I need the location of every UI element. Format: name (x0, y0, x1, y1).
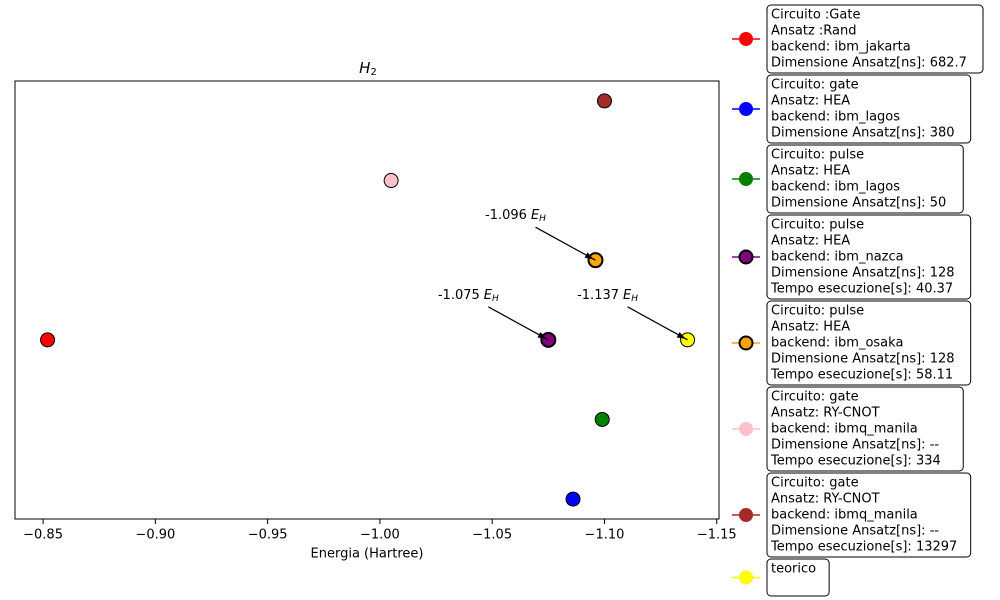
legend-marker (739, 570, 753, 585)
legend-label: backend: ibm_nazca (771, 250, 904, 265)
x-axis-label: Energia (Hartree) (311, 547, 424, 562)
annotation-arrow (627, 306, 688, 341)
title-sub: 2 (370, 67, 376, 78)
annotation: -1.096 EH (485, 208, 546, 224)
annotation-arrow (488, 306, 549, 341)
legend-box (766, 386, 964, 472)
legend-box (766, 558, 830, 597)
legend-label: Ansatz: RY-CNOT (771, 492, 880, 507)
legend-label: Tempo esecuzione[s]: 40.37 (770, 282, 953, 297)
x-tick-label: −1.15 (697, 528, 737, 543)
point (383, 173, 399, 189)
legend-box (766, 300, 972, 386)
plot-frame (14, 80, 720, 520)
legend-label: Dimensione Ansatz[ns]: 380 (771, 126, 955, 141)
legend-label: Dimensione Ansatz[ns]: -- (771, 438, 939, 453)
legend-label: Circuito: gate (771, 476, 859, 491)
legend-label: Tempo esecuzione[s]: 334 (770, 454, 941, 469)
legend-label: Circuito :Gate (771, 8, 860, 23)
legend-label: Ansatz :Rand (771, 24, 857, 39)
annotation-value: -1.137 (577, 287, 619, 302)
annotation-arrowhead (584, 252, 594, 260)
legend-label: Circuito: pulse (771, 218, 864, 233)
x-tick-label: −1.00 (360, 528, 400, 543)
legend-label: Circuito: pulse (771, 304, 864, 319)
legend-box (766, 472, 972, 558)
legend-label: teorico (771, 562, 816, 577)
legend-marker (739, 422, 753, 436)
annotation-unit: E (623, 287, 632, 302)
annotation-arrowhead (676, 332, 686, 339)
annotation-arrow (535, 226, 596, 261)
annotation: -1.137 EH (577, 287, 638, 303)
x-tick-label: −0.95 (248, 528, 288, 543)
point (40, 332, 56, 348)
legend-label: backend: ibmq_manila (771, 508, 918, 523)
legend-label: Ansatz: RY-CNOT (771, 406, 880, 421)
x-tick-label: −1.10 (585, 528, 625, 543)
x-tick-label: −0.85 (23, 528, 63, 543)
legend-label: Circuito: pulse (771, 148, 864, 163)
x-tick-label: −0.90 (135, 528, 175, 543)
legend-box (766, 214, 972, 300)
chart-title: H2 (359, 59, 377, 79)
title-main: H (359, 59, 370, 77)
legend-label: backend: ibm_jakarta (771, 40, 911, 55)
legend-label: Ansatz: HEA (771, 234, 850, 249)
legend-label: Circuito: gate (771, 390, 859, 405)
point (565, 491, 581, 507)
legend-label: Dimensione Ansatz[ns]: 128 (771, 352, 955, 367)
legend-label: backend: ibm_lagos (771, 110, 900, 125)
annotation-unit-sub: H (492, 293, 499, 303)
legend-marker (738, 335, 754, 351)
legend-label: backend: ibm_lagos (771, 180, 900, 195)
legend-marker (739, 172, 753, 186)
legend-label: Tempo esecuzione[s]: 58.11 (770, 368, 953, 383)
legend-marker (739, 102, 753, 116)
point (596, 93, 612, 109)
annotation-arrowhead (537, 332, 547, 339)
point (594, 411, 610, 427)
legend-label: backend: ibmq_manila (771, 422, 918, 437)
annotation-unit: E (531, 208, 540, 223)
annotation-value: -1.075 (438, 287, 480, 302)
legend-box (766, 74, 972, 144)
annotation: -1.075 EH (438, 287, 499, 303)
x-tick-label: −1.05 (472, 528, 512, 543)
annotation-unit-sub: H (539, 214, 546, 224)
legend-label: Dimensione Ansatz[ns]: -- (771, 524, 939, 539)
legend-label: Dimensione Ansatz[ns]: 128 (771, 266, 955, 281)
annotation-value: -1.096 (485, 208, 527, 223)
legend-label: Ansatz: HEA (771, 320, 850, 335)
legend-label: backend: ibm_osaka (771, 336, 903, 351)
legend-marker (739, 32, 753, 46)
legend-label: Dimensione Ansatz[ns]: 50 (771, 196, 946, 211)
legend-marker (739, 508, 753, 522)
annotation-unit-sub: H (631, 293, 638, 303)
legend-label: Ansatz: HEA (771, 164, 850, 179)
legend-marker (738, 249, 754, 265)
annotation-unit: E (484, 287, 493, 302)
legend-label: Dimensione Ansatz[ns]: 682.7 (771, 56, 967, 71)
legend-label: Ansatz: HEA (771, 94, 850, 109)
legend-label: Circuito: gate (771, 78, 859, 93)
legend-box (766, 4, 984, 74)
legend-label: Tempo esecuzione[s]: 13297 (770, 540, 957, 555)
legend-box (766, 144, 964, 214)
